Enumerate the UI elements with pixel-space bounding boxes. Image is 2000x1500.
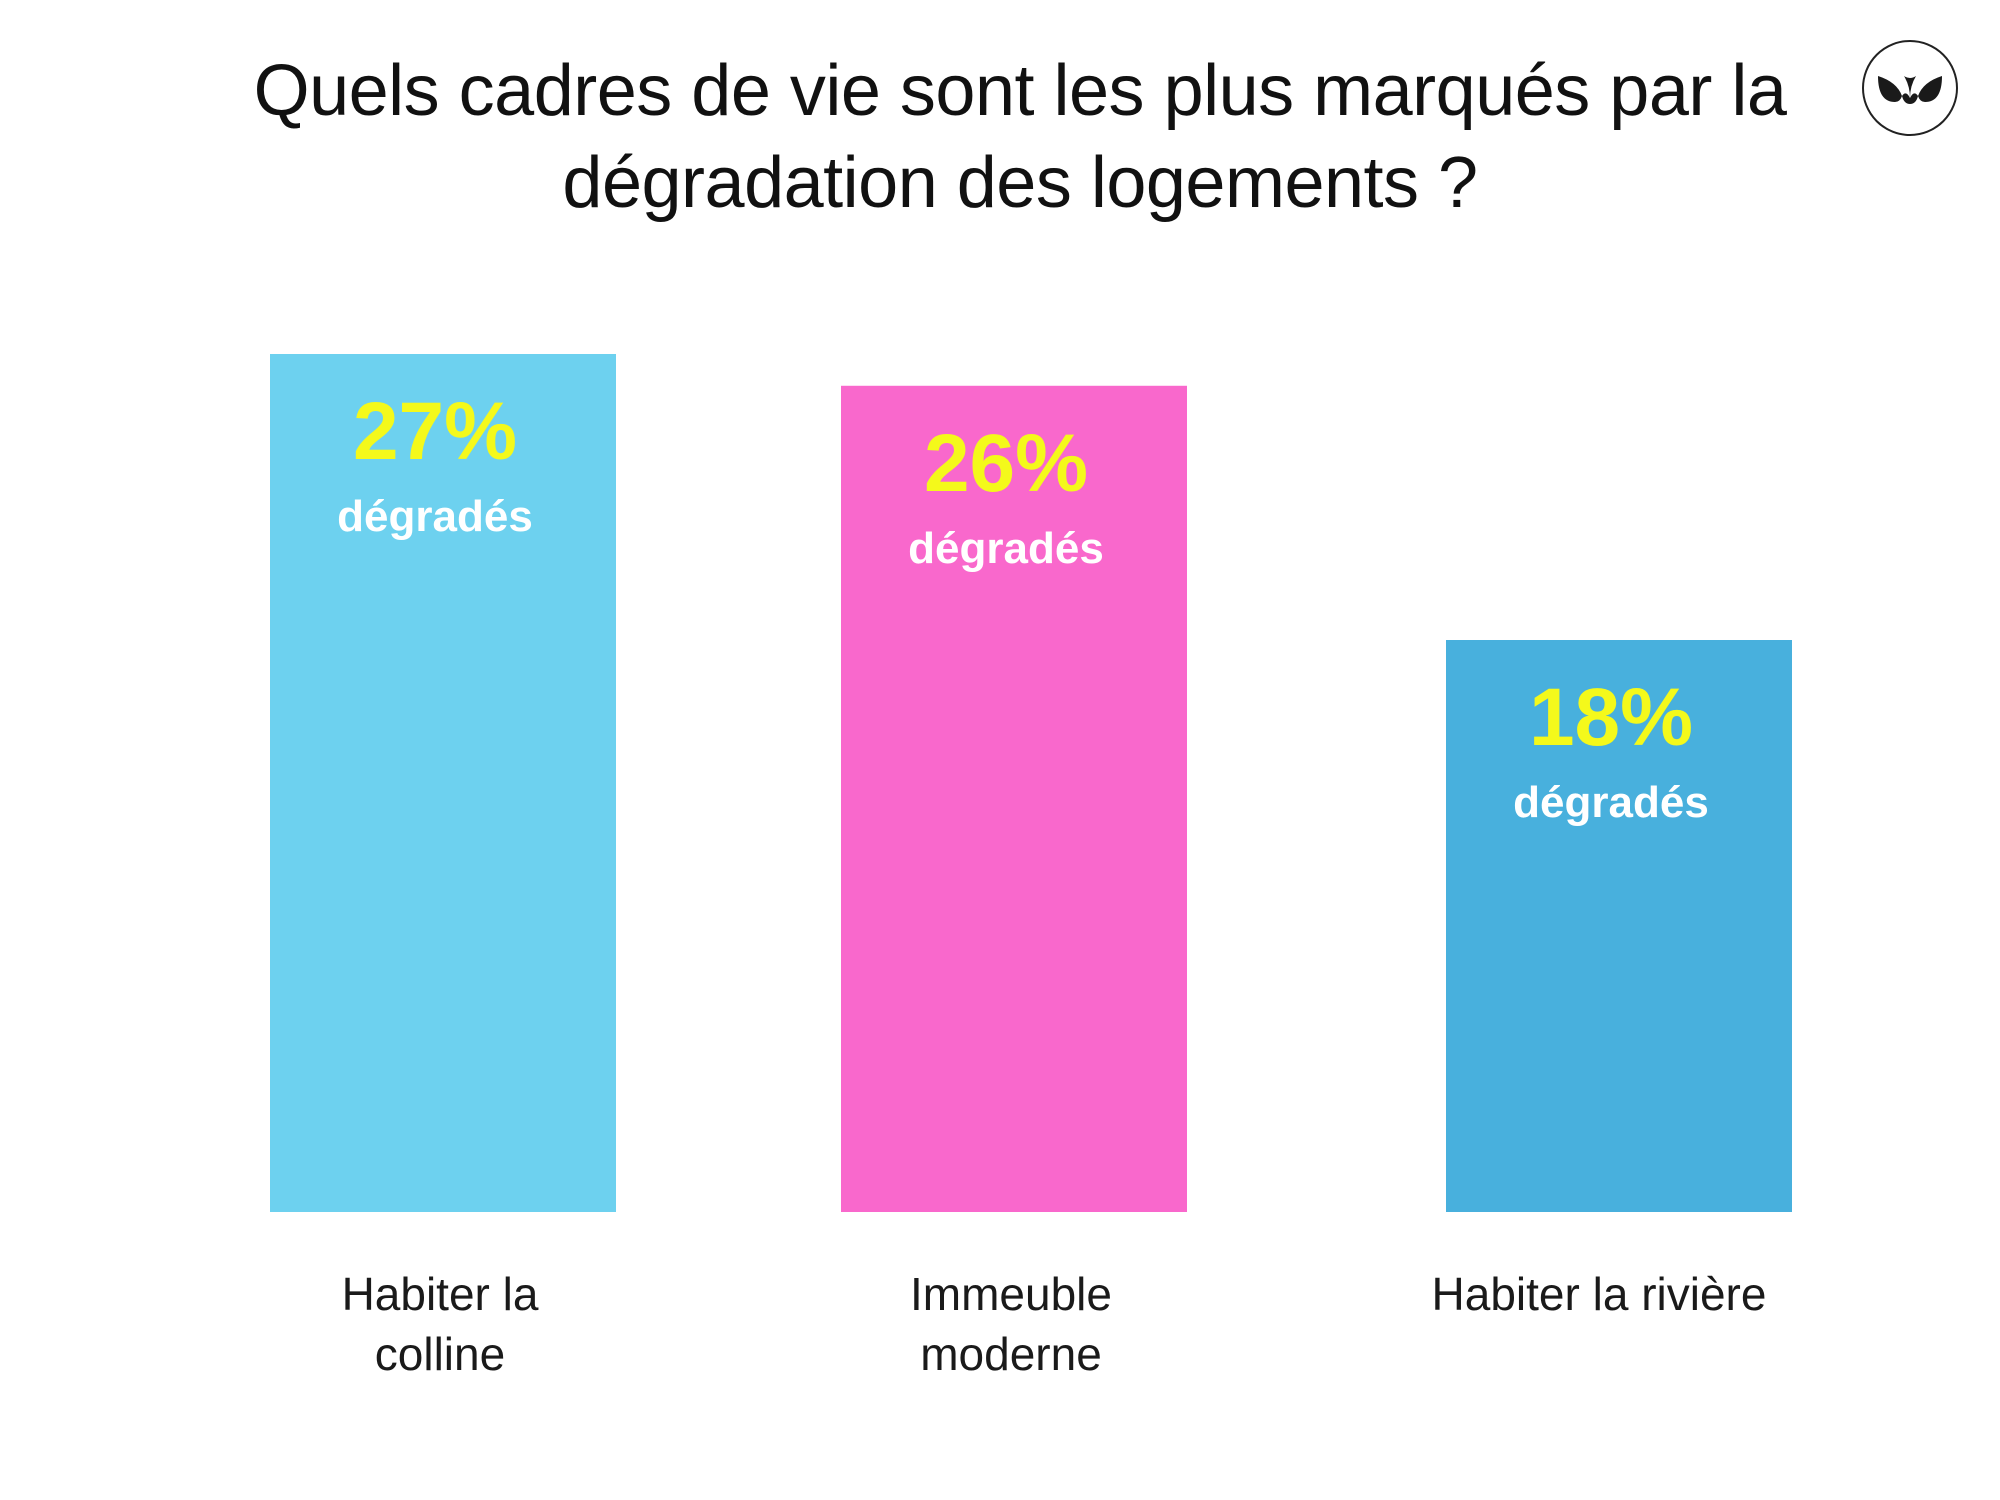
bar-value-label-2: 26% bbox=[924, 418, 1088, 509]
category-label-1-line-2: colline bbox=[375, 1328, 505, 1380]
chart-title: Quels cadres de vie sont les plus marqué… bbox=[253, 51, 1787, 223]
category-label-2-line-1: Immeuble bbox=[910, 1268, 1112, 1320]
category-label-2-line-2: moderne bbox=[920, 1328, 1102, 1380]
category-label-3-line-1: Habiter la rivière bbox=[1432, 1268, 1767, 1320]
bar-unit-label-1: dégradés bbox=[337, 492, 533, 541]
bar-1 bbox=[270, 354, 616, 1212]
category-label-1-line-1: Habiter la bbox=[342, 1268, 539, 1320]
brand-logo-glyph bbox=[1878, 76, 1942, 104]
bar-3 bbox=[1446, 640, 1792, 1212]
bar-value-label-3: 18% bbox=[1529, 672, 1693, 763]
bar-unit-label-3: dégradés bbox=[1513, 778, 1709, 827]
brand-logo-icon bbox=[1862, 40, 1958, 136]
bar-value-label-1: 27% bbox=[353, 386, 517, 477]
bar-unit-label-2: dégradés bbox=[908, 524, 1104, 573]
bar-2 bbox=[841, 385, 1187, 1212]
